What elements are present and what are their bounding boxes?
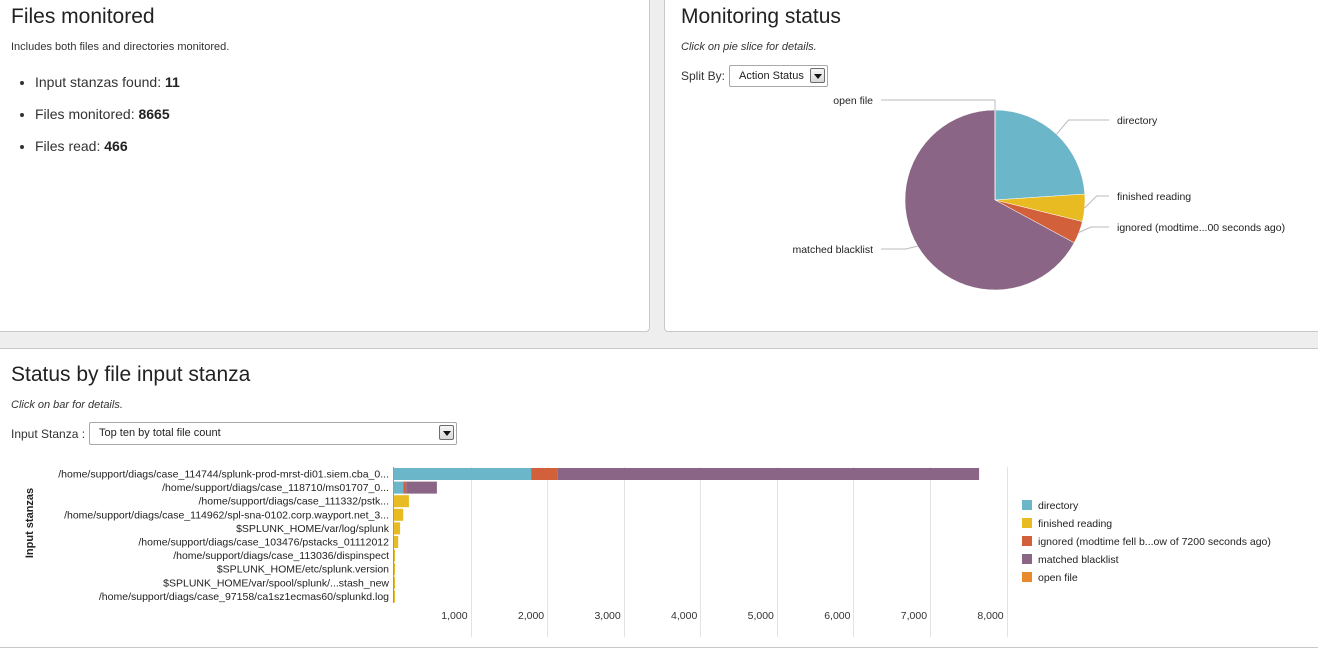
x-tick-label: 6,000: [824, 610, 850, 622]
legend-swatch: [1022, 536, 1032, 546]
x-tick-label: 8,000: [977, 610, 1003, 622]
input-stanza-label: Input Stanza :: [11, 427, 85, 441]
y-tick-label: /home/support/diags/case_118710/ms01707_…: [162, 482, 389, 494]
y-tick-label: /home/support/diags/case_97158/ca1sz1ecm…: [99, 591, 389, 603]
bar-segment[interactable]: [394, 482, 403, 494]
y-axis-title: Input stanzas: [24, 488, 36, 558]
x-tick-label: 7,000: [901, 610, 927, 622]
y-tick-label: $SPLUNK_HOME/etc/splunk.version: [217, 564, 389, 576]
legend-label[interactable]: finished reading: [1038, 518, 1112, 530]
files-monitored-subtitle: Includes both files and directories moni…: [11, 41, 229, 53]
x-tick-label: 3,000: [594, 610, 620, 622]
files-monitored-panel: Files monitored Includes both files and …: [0, 0, 650, 332]
y-tick-label: /home/support/diags/case_111332/pstk...: [199, 496, 389, 508]
status-by-stanza-panel: Status by file input stanza Click on bar…: [0, 348, 1318, 648]
bar-segment[interactable]: [394, 590, 395, 602]
legend-swatch: [1022, 554, 1032, 564]
bar-segment[interactable]: [558, 468, 979, 480]
pie-label: ignored (modtime...00 seconds ago): [1117, 222, 1285, 234]
pie-label: directory: [1117, 115, 1158, 127]
input-stanza-value: Top ten by total file count: [99, 427, 221, 439]
split-by-value: Action Status: [739, 70, 804, 82]
bar-segment[interactable]: [394, 536, 398, 548]
legend-label[interactable]: directory: [1038, 500, 1079, 512]
stat-item: Input stanzas found: 11: [35, 73, 180, 91]
stat-label: Files read:: [35, 138, 104, 154]
stat-value: 11: [165, 74, 180, 90]
bar-segment[interactable]: [406, 482, 437, 494]
pie-slice-directory[interactable]: [995, 110, 1085, 200]
split-by-select[interactable]: Action Status: [729, 65, 828, 87]
x-tick-label: 4,000: [671, 610, 697, 622]
status-by-stanza-bar-chart: /home/support/diags/case_114744/splunk-p…: [0, 457, 1318, 647]
legend-swatch: [1022, 500, 1032, 510]
bar-segment[interactable]: [394, 563, 395, 575]
pie-label: matched blacklist: [792, 244, 873, 256]
pie-leader-line: [881, 246, 918, 249]
y-tick-label: $SPLUNK_HOME/var/log/splunk: [236, 523, 390, 535]
stat-item: Files read: 466: [35, 137, 180, 155]
files-monitored-stats: Input stanzas found: 11 Files monitored:…: [17, 73, 180, 169]
chevron-down-icon[interactable]: [810, 68, 825, 83]
pie-leader-line: [1085, 196, 1109, 208]
pie-leader-line: [1057, 120, 1110, 134]
x-tick-label: 1,000: [441, 610, 467, 622]
stat-label: Files monitored:: [35, 106, 138, 122]
split-by-label: Split By:: [681, 69, 725, 83]
pie-label: finished reading: [1117, 191, 1191, 203]
x-tick-label: 5,000: [748, 610, 774, 622]
y-tick-label: /home/support/diags/case_113036/dispinsp…: [173, 550, 389, 562]
bar-segment[interactable]: [394, 495, 409, 507]
bar-segment[interactable]: [394, 509, 403, 521]
status-by-stanza-title: Status by file input stanza: [11, 363, 250, 387]
monitoring-status-pie-chart: directory finished reading ignored (modtim…: [665, 91, 1318, 331]
bar-segment[interactable]: [403, 482, 406, 494]
pie-leader-line: [1079, 227, 1109, 233]
stat-label: Input stanzas found:: [35, 74, 165, 90]
bar-segment[interactable]: [394, 468, 531, 480]
bar-segment[interactable]: [394, 577, 395, 589]
chevron-down-icon[interactable]: [439, 425, 454, 440]
x-tick-label: 2,000: [518, 610, 544, 622]
legend-swatch: [1022, 518, 1032, 528]
legend-label[interactable]: matched blacklist: [1038, 554, 1119, 566]
stat-value: 466: [104, 138, 127, 154]
bar-segment[interactable]: [394, 522, 400, 534]
monitoring-status-panel: Monitoring status Click on pie slice for…: [664, 0, 1318, 332]
legend-label[interactable]: open file: [1038, 572, 1078, 584]
pie-leader-line: [881, 100, 995, 110]
y-tick-label: /home/support/diags/case_114962/spl-sna-…: [64, 509, 389, 521]
files-monitored-title: Files monitored: [11, 5, 155, 29]
y-tick-label: /home/support/diags/case_114744/splunk-p…: [58, 469, 389, 481]
input-stanza-select[interactable]: Top ten by total file count: [89, 422, 457, 445]
y-tick-label: $SPLUNK_HOME/var/spool/splunk/...stash_n…: [163, 577, 389, 589]
bar-hint: Click on bar for details.: [11, 399, 123, 411]
pie-hint: Click on pie slice for details.: [681, 41, 817, 53]
legend-label[interactable]: ignored (modtime fell b...ow of 7200 sec…: [1038, 536, 1271, 548]
stat-value: 8665: [138, 106, 169, 122]
pie-label: open file: [833, 95, 873, 107]
bar-segment[interactable]: [394, 550, 395, 562]
stat-item: Files monitored: 8665: [35, 105, 180, 123]
legend-swatch: [1022, 572, 1032, 582]
monitoring-status-title: Monitoring status: [681, 5, 841, 29]
y-tick-label: /home/support/diags/case_103476/pstacks_…: [138, 537, 389, 549]
bar-segment[interactable]: [531, 468, 558, 480]
